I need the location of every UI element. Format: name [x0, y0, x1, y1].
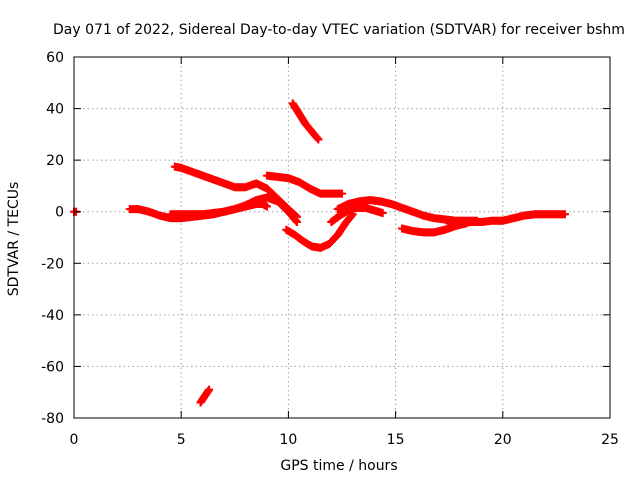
series-arc-11 — [445, 210, 569, 228]
y-tick-label: -80 — [41, 411, 64, 427]
x-tick-label: 25 — [601, 432, 619, 448]
series-arc-8 — [327, 203, 387, 227]
x-tick-label: 5 — [177, 432, 186, 448]
data-point — [262, 202, 271, 211]
grid — [74, 57, 610, 418]
data-point — [205, 385, 214, 394]
series-arc-3 — [170, 162, 301, 221]
y-tick-label: 40 — [46, 102, 64, 118]
chart-title: Day 071 of 2022, Sidereal Day-to-day VTE… — [53, 22, 625, 38]
x-tick-label: 10 — [279, 432, 297, 448]
y-tick-label: 60 — [46, 50, 64, 66]
data-point — [378, 209, 387, 218]
y-tick-labels: -80 -60 -40 -20 0 20 40 60 — [41, 50, 64, 427]
y-tick-label: 20 — [46, 153, 64, 169]
y-tick-label: -40 — [41, 308, 64, 324]
series-arc-7 — [282, 210, 357, 252]
x-tick-label: 0 — [70, 432, 79, 448]
series-arc-6 — [288, 99, 323, 144]
x-axis-label: GPS time / hours — [280, 458, 397, 474]
data-point — [314, 135, 323, 144]
x-tick-label: 20 — [494, 432, 512, 448]
y-tick-label: -60 — [41, 359, 64, 375]
axis-ticks — [73, 56, 611, 419]
plot-frame — [73, 56, 611, 419]
series-arc-4 — [166, 199, 271, 219]
x-tick-label: 15 — [387, 432, 405, 448]
data-point — [338, 189, 346, 198]
series-arc-5 — [262, 171, 346, 198]
data-points — [70, 99, 569, 407]
y-tick-label: -20 — [41, 256, 64, 272]
x-tick-labels: 0 5 10 15 20 25 — [70, 432, 619, 448]
data-point — [560, 210, 569, 219]
y-axis-label: SDTVAR / TECUs — [6, 182, 22, 297]
data-point — [292, 212, 301, 221]
series-arc-12 — [196, 385, 214, 407]
y-tick-label: 0 — [55, 205, 64, 221]
